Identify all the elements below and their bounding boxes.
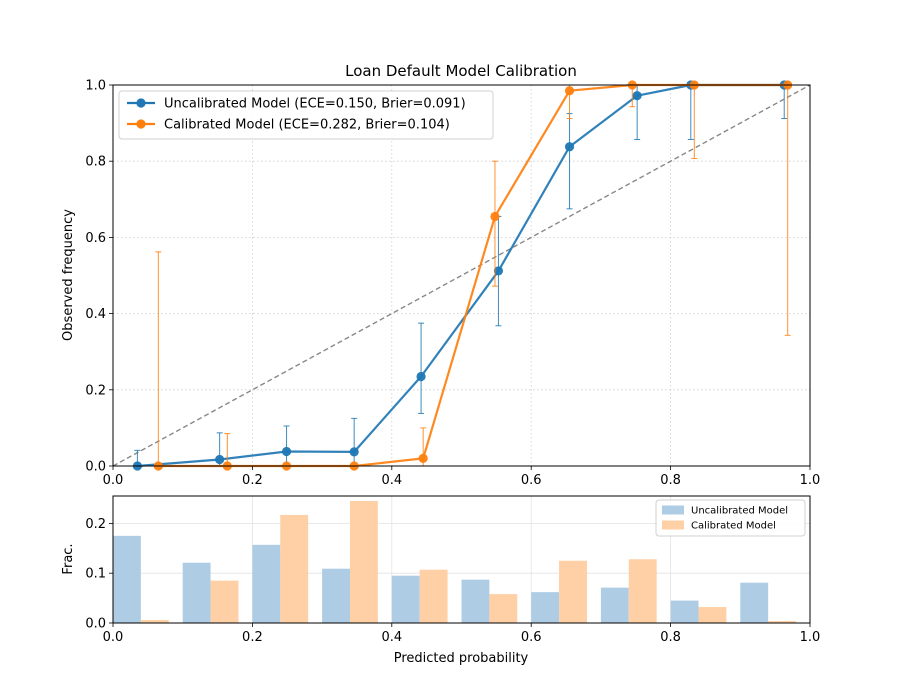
histogram-bar [210,580,239,623]
histogram-bar [740,582,769,623]
y-axis-label: Observed frequency [61,209,76,341]
y-tick-label: 0.0 [85,460,106,475]
data-point [349,447,359,457]
legend: Uncalibrated Model (ECE=0.150, Brier=0.0… [118,90,494,140]
calibration-plot: Loan Default Model Calibration Observed … [61,62,820,488]
histogram-bar [559,560,587,623]
x-tick-label: 0.8 [660,473,681,488]
data-point [564,142,575,152]
data-point [418,453,428,463]
bar-series-0 [113,535,769,623]
chart-title: Loan Default Model Calibration [345,62,577,80]
y-tick-label: 0.4 [85,307,106,322]
histogram-bar [349,500,378,623]
histogram-bar [600,587,629,623]
histogram-bar [280,514,309,623]
y-axis-label-histogram: Frac. [61,543,76,574]
data-point [632,91,642,101]
y-tick-label: 0.0 [85,617,106,632]
histogram-bar [628,559,657,623]
perfect-calibration-line [112,84,811,467]
data-point [416,371,426,382]
x-tick-label: 0.8 [660,630,681,645]
legend-swatch [662,505,684,515]
x-tick-label: 0.6 [521,473,542,488]
histogram-bar [391,575,420,623]
data-point [564,86,575,96]
plot-frame [112,84,811,467]
series-line [137,83,785,468]
legend-histogram: Uncalibrated Model Calibrated Model [655,499,806,537]
y-tick-label: 1.0 [85,79,106,94]
histogram-bar [113,535,141,623]
histogram-bar [419,569,448,623]
x-tick-label: 0.4 [381,630,402,645]
histogram-plot: Frac. Predicted probability 0.0 0.2 0.4 0.6… [61,495,820,666]
histogram-bar [531,592,560,623]
histogram-bar [182,562,211,623]
legend-box [655,499,806,537]
histogram-bar [461,579,490,623]
y-tick-label: 0.8 [85,155,106,170]
histogram-bar [768,621,797,623]
y-tick-label: 0.6 [85,231,106,246]
histogram-bar [252,544,281,623]
x-tick-label: 0.0 [103,473,124,488]
data-point [281,446,292,457]
data-point [215,454,225,465]
legend-label: Uncalibrated Model [691,506,788,517]
legend-swatch [662,520,684,530]
axis-ticks-histogram: 0.0 0.2 0.4 0.6 0.8 1.0 0.0 0.1 0.2 [85,517,820,645]
data-point [493,266,504,276]
data-point [490,211,500,222]
histogram-bar [489,594,518,623]
histogram-bar [140,620,169,623]
x-tick-label: 0.4 [381,473,402,488]
histogram-bar [322,568,350,623]
legend-marker [136,98,146,108]
legend-label: Calibrated Model [691,521,776,532]
legend-marker [136,119,146,129]
plot-frame-histogram [112,495,811,624]
x-tick-label: 0.6 [521,630,542,645]
histogram-bar [698,607,727,623]
legend-box [118,90,494,140]
x-tick-label: 0.2 [242,473,263,488]
x-tick-label: 0.2 [242,630,263,645]
y-tick-label: 0.2 [85,383,106,398]
x-tick-label: 0.0 [103,630,124,645]
histogram-bar [670,600,699,623]
x-tick-label: 1.0 [800,473,821,488]
x-tick-label: 1.0 [800,630,821,645]
legend-label: Uncalibrated Model (ECE=0.150, Brier=0.0… [164,97,466,112]
x-axis-label: Predicted probability [394,651,529,666]
axis-ticks: 0.0 0.2 0.4 0.6 0.8 1.0 0.0 0.2 0.4 0.6 0.8 1.0 [85,79,820,489]
y-tick-label: 0.2 [85,517,106,532]
y-tick-label: 0.1 [85,567,106,582]
bar-series-1 [140,500,797,623]
bar-group [113,500,797,623]
legend-label: Calibrated Model (ECE=0.282, Brier=0.104… [164,118,450,133]
